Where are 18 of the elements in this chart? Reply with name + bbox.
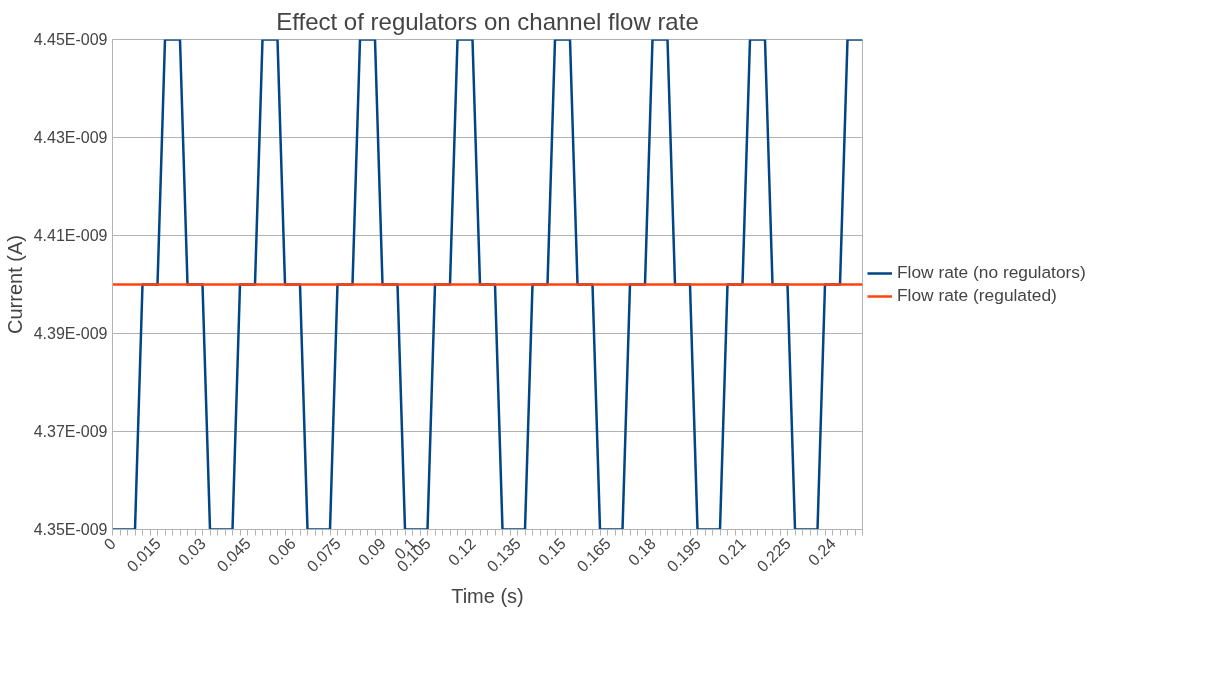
x-tick-label: 0.12 [444,534,479,569]
x-tick-label: 0.03 [174,534,209,569]
y-tick-label: 4.37E-009 [33,423,108,440]
y-tick-label: 4.43E-009 [33,129,108,146]
x-tick-label: 0.09 [354,534,389,569]
x-axis-title: Time (s) [451,585,524,608]
y-tick-label: 4.45E-009 [33,31,108,48]
x-tick-label: 0.21 [714,534,749,569]
legend-label: Flow rate (regulated) [897,285,1057,306]
y-tick-label: 4.39E-009 [33,325,108,342]
x-tick-label: 0.15 [534,534,569,569]
legend-label: Flow rate (no regulators) [897,262,1086,283]
x-tick-label: 0.18 [624,534,659,569]
chart-title: Effect of regulators on channel flow rate [276,7,699,35]
x-tick-label: 0.24 [804,534,839,569]
x-tick-label: 0.06 [264,534,299,569]
y-axis-title: Current (A) [3,235,26,334]
y-tick-label: 4.41E-009 [33,227,108,244]
